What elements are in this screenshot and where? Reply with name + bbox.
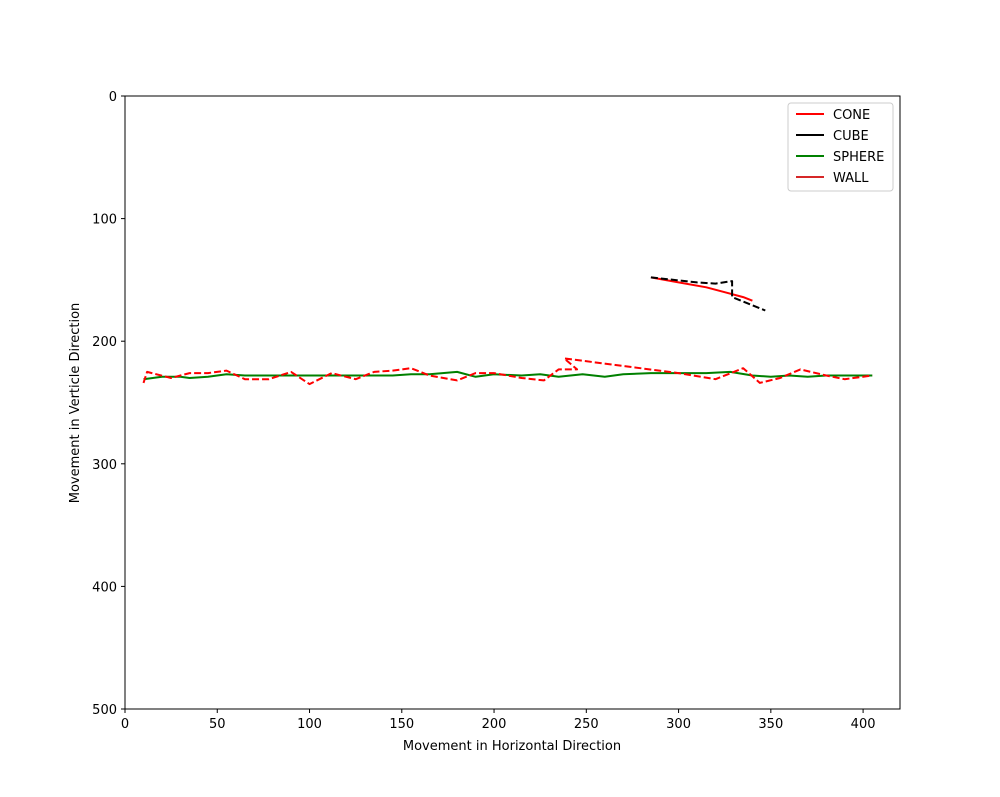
x-tick-label: 100 (297, 717, 322, 732)
x-tick-label: 200 (482, 717, 507, 732)
plot-frame (124, 95, 901, 710)
y-tick-label: 200 (92, 335, 117, 350)
series-line-cone (650, 276, 753, 302)
x-axis: 0 50 100 150 200 250 300 350 400 (121, 709, 876, 732)
y-tick-label: 400 (92, 580, 117, 595)
x-tick-label: 150 (389, 717, 414, 732)
series-line-sphere (143, 370, 873, 381)
x-tick-label: 350 (758, 717, 783, 732)
x-tick-label: 250 (574, 717, 599, 732)
legend-label-cone: CONE (833, 108, 870, 123)
x-tick-label: 300 (666, 717, 691, 732)
legend-label-sphere: SPHERE (833, 150, 884, 165)
series-line-cube (650, 276, 766, 312)
x-tick-label: 0 (121, 717, 129, 732)
x-tick-label: 50 (209, 717, 226, 732)
legend-label-cube: CUBE (833, 129, 869, 144)
series-line-cone (142, 357, 873, 386)
y-tick-label: 500 (92, 703, 117, 718)
series-layer (142, 276, 873, 386)
legend: CONE CUBE SPHERE WALL (787, 102, 894, 192)
legend-label-wall: WALL (833, 171, 869, 186)
y-tick-label: 100 (92, 213, 117, 228)
y-tick-label: 0 (109, 90, 117, 105)
y-axis: 0 100 200 300 400 500 (92, 90, 125, 718)
y-tick-label: 300 (92, 458, 117, 473)
x-axis-label: Movement in Horizontal Direction (403, 739, 621, 754)
y-axis-label: Movement in Verticle Direction (68, 303, 83, 504)
x-tick-label: 400 (851, 717, 876, 732)
plot-area (124, 95, 901, 710)
legend-box (787, 102, 894, 192)
